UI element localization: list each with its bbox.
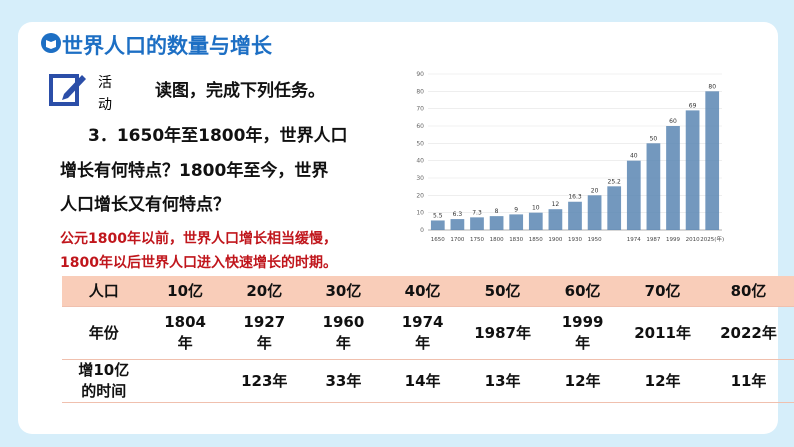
x-tick-label: 1850 [529,237,543,243]
table-cell: 50亿 [462,276,543,307]
table-row: 人口 10亿 20亿 30亿 40亿 50亿 60亿 70亿 80亿 [62,276,794,307]
table-cell: 12年 [543,359,623,403]
table-cell: 33年 [303,359,383,403]
activity-label: 活 动 [98,72,112,116]
y-tick-label: 40 [416,158,424,165]
table-cell: 1927 年 [224,306,304,360]
table-cell: 12年 [622,359,703,403]
data-label: 80 [708,83,716,90]
table-cell: 2022年 [703,306,794,360]
table-cell: 123年 [224,359,304,403]
data-label: 16.3 [568,194,582,201]
y-tick-label: 0 [420,227,424,234]
x-tick-label: 2025(年) [700,235,724,243]
table-row: 增10亿 的时间 123年 33年 14年 13年 12年 12年 11年 [62,359,794,403]
table-cell: 人口 [62,276,146,307]
x-tick-label: 1650 [431,237,445,243]
table-cell: 2011年 [622,306,703,360]
table-cell: 年份 [62,306,146,360]
table-cell: 60亿 [543,276,623,307]
table-cell: 80亿 [703,276,794,307]
table-cell: 1974 年 [383,306,463,360]
table-cell: 13年 [462,359,543,403]
x-tick-label: 2010 [686,237,700,243]
y-tick-label: 20 [416,192,424,199]
bar [666,126,680,230]
data-label: 60 [669,118,677,125]
y-tick-label: 80 [416,88,424,95]
bar [470,217,484,230]
data-label: 7.3 [472,209,482,216]
chart: 0 10 20 30 40 50 60 70 80 90 1650 5.5 1700 6.3 1750 7.3… [416,71,724,243]
y-tick-label: 70 [416,106,424,113]
table-cell: 1987年 [462,306,543,360]
pencil-icon [49,74,86,106]
data-label: 69 [689,102,697,109]
bar [430,220,445,230]
activity-label-line: 活 [98,75,112,91]
x-tick-label: 1999 [666,237,680,243]
data-label: 9 [514,206,518,213]
table-row: 年份 1804 年 1927 年 1960 年 1974 年 1987年 1999 年 201… [62,306,794,360]
table-cell: 70亿 [622,276,703,307]
data-label: 10 [532,205,540,212]
instruction: 读图，完成下列任务。 [155,81,325,101]
x-tick-label: 1950 [588,237,602,243]
x-tick-label: 1800 [490,237,504,243]
bar [548,209,563,230]
table-cell: 10亿 [145,276,225,307]
data-label: 20 [591,187,599,194]
table-cell: 11年 [703,359,794,403]
y-tick-label: 90 [416,71,424,78]
y-tick-label: 50 [416,140,424,147]
x-tick-label: 1700 [450,237,464,243]
data-label: 6.3 [453,211,463,218]
data-label: 25.2 [608,178,622,185]
answer-line: 公元1800年以前，世界人口增长相当缓慢， [60,231,337,247]
data-label: 8 [495,208,499,215]
title-icon [41,33,61,53]
bar [705,91,720,230]
table-cell: 1960 年 [303,306,383,360]
y-tick-label: 30 [416,175,424,182]
bar [509,214,524,230]
bar [646,143,661,230]
x-tick-label: 1987 [646,237,660,243]
bar [450,219,465,230]
table-cell: 30亿 [303,276,383,307]
title: 世界人口的数量与增长 [62,34,272,58]
activity-label-line: 动 [98,97,112,113]
table-cell: 40亿 [383,276,463,307]
data-label: 5.5 [433,212,443,219]
table-cell: 14年 [383,359,463,403]
data-label: 50 [650,135,658,142]
data-label: 12 [552,201,560,208]
bar [685,110,700,230]
table-cell: 增10亿 的时间 [62,359,146,403]
table: 人口 10亿 20亿 30亿 40亿 50亿 60亿 70亿 80亿 年份 1804 年 1927 年… [62,276,794,403]
x-tick-label: 1930 [568,237,582,243]
bar [607,186,622,230]
table-cell: 1999 年 [543,306,623,360]
x-tick-label: 1750 [470,237,484,243]
question-line: 3．1650年至1800年，世界人口 [88,126,348,146]
table-cell [145,359,225,403]
question-line: 增长有何特点？1800年至今，世界 [60,161,329,181]
bar [587,195,602,230]
x-tick-label: 1830 [509,237,523,243]
data-label: 40 [630,153,638,160]
bar [568,201,582,230]
y-tick-label: 60 [416,123,424,130]
x-tick-label: 1900 [548,237,562,243]
x-tick-label: 1974 [627,237,641,243]
question-line: 人口增长又有何特点？ [60,195,230,215]
bar [626,160,641,230]
table-cell: 20亿 [224,276,304,307]
y-tick-label: 10 [416,210,424,217]
bar [528,212,543,230]
table-cell: 1804 年 [145,306,225,360]
answer-line: 1800年以后世界人口进入快速增长的时期。 [60,255,337,271]
bar [489,216,504,230]
